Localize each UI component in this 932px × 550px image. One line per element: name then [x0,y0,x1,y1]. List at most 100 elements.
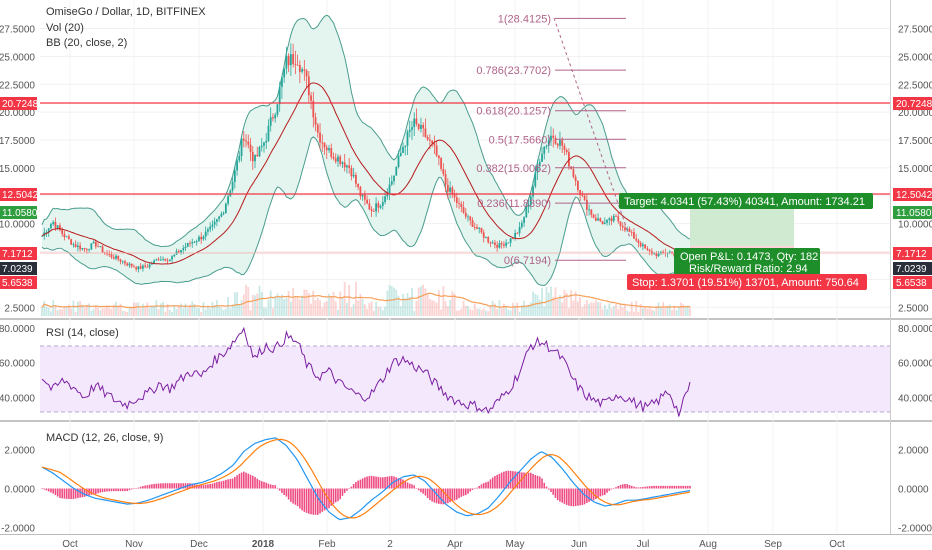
macd-histogram-bar [357,480,359,489]
rsi-legend: RSI (14, close) [46,327,119,339]
volume-bar [460,308,463,316]
price-panel[interactable] [0,14,890,316]
candle-body [599,218,602,222]
macd-histogram-bar [590,488,593,501]
macd-histogram-bar [473,488,476,489]
candle-body [182,248,185,251]
candle-body [440,158,443,169]
volume-bar [671,310,673,316]
macd-panel[interactable] [41,437,691,521]
target-label-box[interactable] [619,193,873,209]
candle-body [41,235,43,237]
macd-histogram-bar [559,488,561,502]
volume-bar [321,307,324,316]
volume-bar [355,281,357,316]
macd-histogram-bar [366,476,368,489]
macd-histogram-bar [682,485,685,489]
macd-histogram-bar [41,488,43,489]
volume-bar [650,309,653,316]
candle-body [545,145,548,147]
volume-bar [162,301,164,316]
macd-histogram-bar [281,488,283,494]
volume-bar [381,310,384,316]
stop-label-box[interactable] [627,274,867,290]
macd-histogram-bar [653,485,655,489]
candle-body [417,123,420,129]
volume-bar [137,302,140,316]
candle-body [316,124,319,133]
volume-bar [258,285,261,316]
macd-histogram-bar [126,488,129,492]
fib-level-label: 0(6.7194) [504,255,551,267]
macd-histogram-bar [108,488,111,492]
macd-histogram-bar [301,488,303,511]
candle-body [292,54,295,64]
macd-histogram-bar [200,485,202,489]
macd-histogram-bar [225,479,227,489]
candle-body [88,249,90,251]
macd-histogram-bar [458,488,460,499]
candle-body [642,244,644,247]
candle-body [319,132,321,143]
volume-bar [357,300,360,316]
pl-label-box[interactable] [674,248,820,276]
candle-body [251,151,254,162]
macd-histogram-bar [346,488,348,491]
macd-histogram-bar [155,483,158,489]
volume-bar [664,307,667,316]
volume-bar [101,308,104,316]
volume-bar [209,308,212,316]
volume-bar [572,300,575,316]
macd-histogram-bar [211,483,214,489]
macd-histogram-bar [294,488,297,505]
candle-body [65,236,68,238]
volume-bar [310,303,312,316]
macd-histogram-bar [648,486,651,489]
candle-body [314,117,317,125]
macd-histogram-bar [435,488,438,504]
candle-body [112,257,115,259]
macd-histogram-bar [209,483,211,489]
candle-body [606,219,608,223]
candle-body [343,162,346,168]
position-labels[interactable]: Target: 4.0341 (57.43%) 40341, Amount: 1… [619,193,873,290]
macd-histogram-bar [337,488,339,502]
rsi-tick-right: 60.0000 [898,359,932,370]
rsi-panel[interactable] [40,326,890,417]
fibonacci-retracement[interactable] [555,17,626,261]
candle-body [254,154,256,162]
macd-histogram-bar [516,471,519,489]
volume-bar [397,295,400,316]
volume-bar [509,310,512,316]
volume-bar [592,302,595,316]
price-tick-right: 2.5000 [898,303,929,314]
candle-body [444,174,447,185]
volume-bar [518,311,521,316]
macd-histogram-bar [314,488,317,515]
volume-bar [514,305,517,316]
volume-bar [135,302,138,316]
macd-legend: MACD (12, 26, close, 9) [46,432,163,444]
volume-bar [462,300,465,316]
time-tick: Oct [829,539,845,550]
candlesticks [41,43,691,273]
volume-bar [70,308,73,316]
macd-histogram-bar [68,488,70,499]
candle-body [446,184,449,192]
candle-body [166,260,169,262]
volume-bar [115,301,117,316]
volume-bar [429,299,431,316]
volume-bar [426,294,429,316]
volume-bar [249,310,252,316]
candle-body [128,263,131,266]
candle-body [381,202,384,206]
volume-bar [662,302,664,316]
macd-histogram-bar [119,488,122,492]
macd-histogram-bar [379,477,382,489]
volume-bar [159,303,162,316]
candle-body [453,194,456,198]
macd-histogram-bar [341,488,344,496]
candle-body [52,222,55,225]
candle-body [559,140,561,146]
